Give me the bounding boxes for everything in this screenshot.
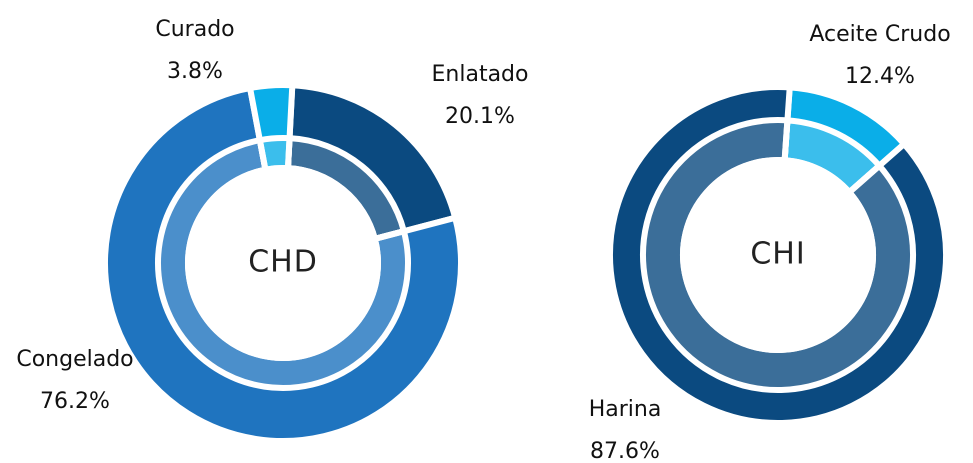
slice-value-label: 20.1%	[445, 104, 515, 129]
donut-inner-band	[256, 135, 293, 174]
donut-hole	[683, 160, 873, 350]
center-label: CHD	[248, 245, 318, 280]
slice-label: Curado	[155, 17, 234, 42]
donut-hole	[188, 168, 378, 358]
slice-value-label: 87.6%	[590, 439, 660, 463]
slice-value-label: 3.8%	[167, 59, 223, 84]
slice-label: Aceite Crudo	[809, 22, 950, 47]
slice-label: Congelado	[16, 347, 133, 372]
center-label: CHI	[750, 237, 805, 272]
slice-value-label: 76.2%	[40, 389, 110, 414]
slice-value-label: 12.4%	[845, 64, 915, 89]
slice-label: Enlatado	[432, 62, 529, 87]
slice-label: Harina	[589, 397, 662, 422]
